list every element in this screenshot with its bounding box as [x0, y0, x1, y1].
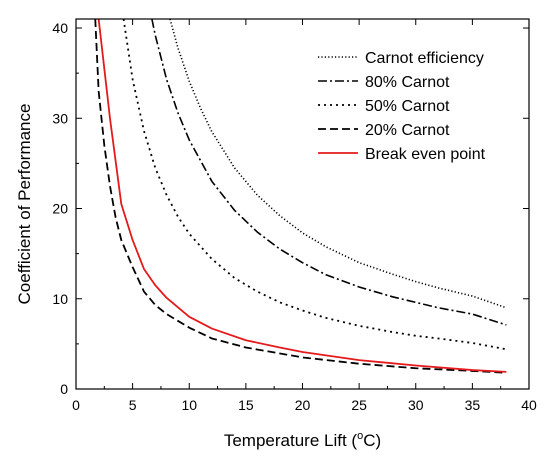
legend-label: 80% Carnot — [365, 74, 450, 91]
x-tick-label: 20 — [295, 397, 311, 413]
series-line-50-carnot — [122, 19, 507, 351]
legend-label: 50% Carnot — [365, 98, 450, 115]
legend-label: Carnot efficiency — [365, 50, 484, 67]
y-tick-label: 0 — [60, 381, 68, 397]
y-tick-label: 40 — [52, 20, 68, 36]
series-line-break-even-point — [97, 19, 507, 373]
y-tick-label: 20 — [52, 201, 68, 217]
y-tick-label: 30 — [52, 110, 68, 126]
legend-label: 20% Carnot — [365, 122, 450, 139]
x-tick-label: 0 — [72, 397, 80, 413]
legend-label: Break even point — [365, 146, 486, 163]
axis-ticks: 0 5 10 15 20 25 30 35 40 0 10 20 30 40 — [52, 19, 537, 413]
series-line-80-carnot — [151, 19, 507, 326]
x-axis-title-superscript: o — [357, 430, 363, 442]
x-tick-label: 35 — [465, 397, 481, 413]
x-tick-label: 40 — [521, 397, 537, 413]
x-tick-label: 10 — [181, 397, 197, 413]
x-tick-label: 30 — [408, 397, 424, 413]
y-axis-title: Coefficient of Performance — [15, 104, 34, 305]
x-tick-label: 5 — [129, 397, 137, 413]
x-tick-label: 25 — [351, 397, 367, 413]
plot-frame — [75, 18, 530, 390]
legend: Carnot efficiency 80% Carnot 50% Carnot 20%… — [318, 50, 486, 163]
x-tick-label: 15 — [238, 397, 254, 413]
y-tick-label: 10 — [52, 291, 68, 307]
series-line-20-carnot — [94, 19, 507, 374]
series-layer — [94, 19, 507, 374]
x-axis-title: Temperature Lift (oC) — [224, 430, 381, 450]
